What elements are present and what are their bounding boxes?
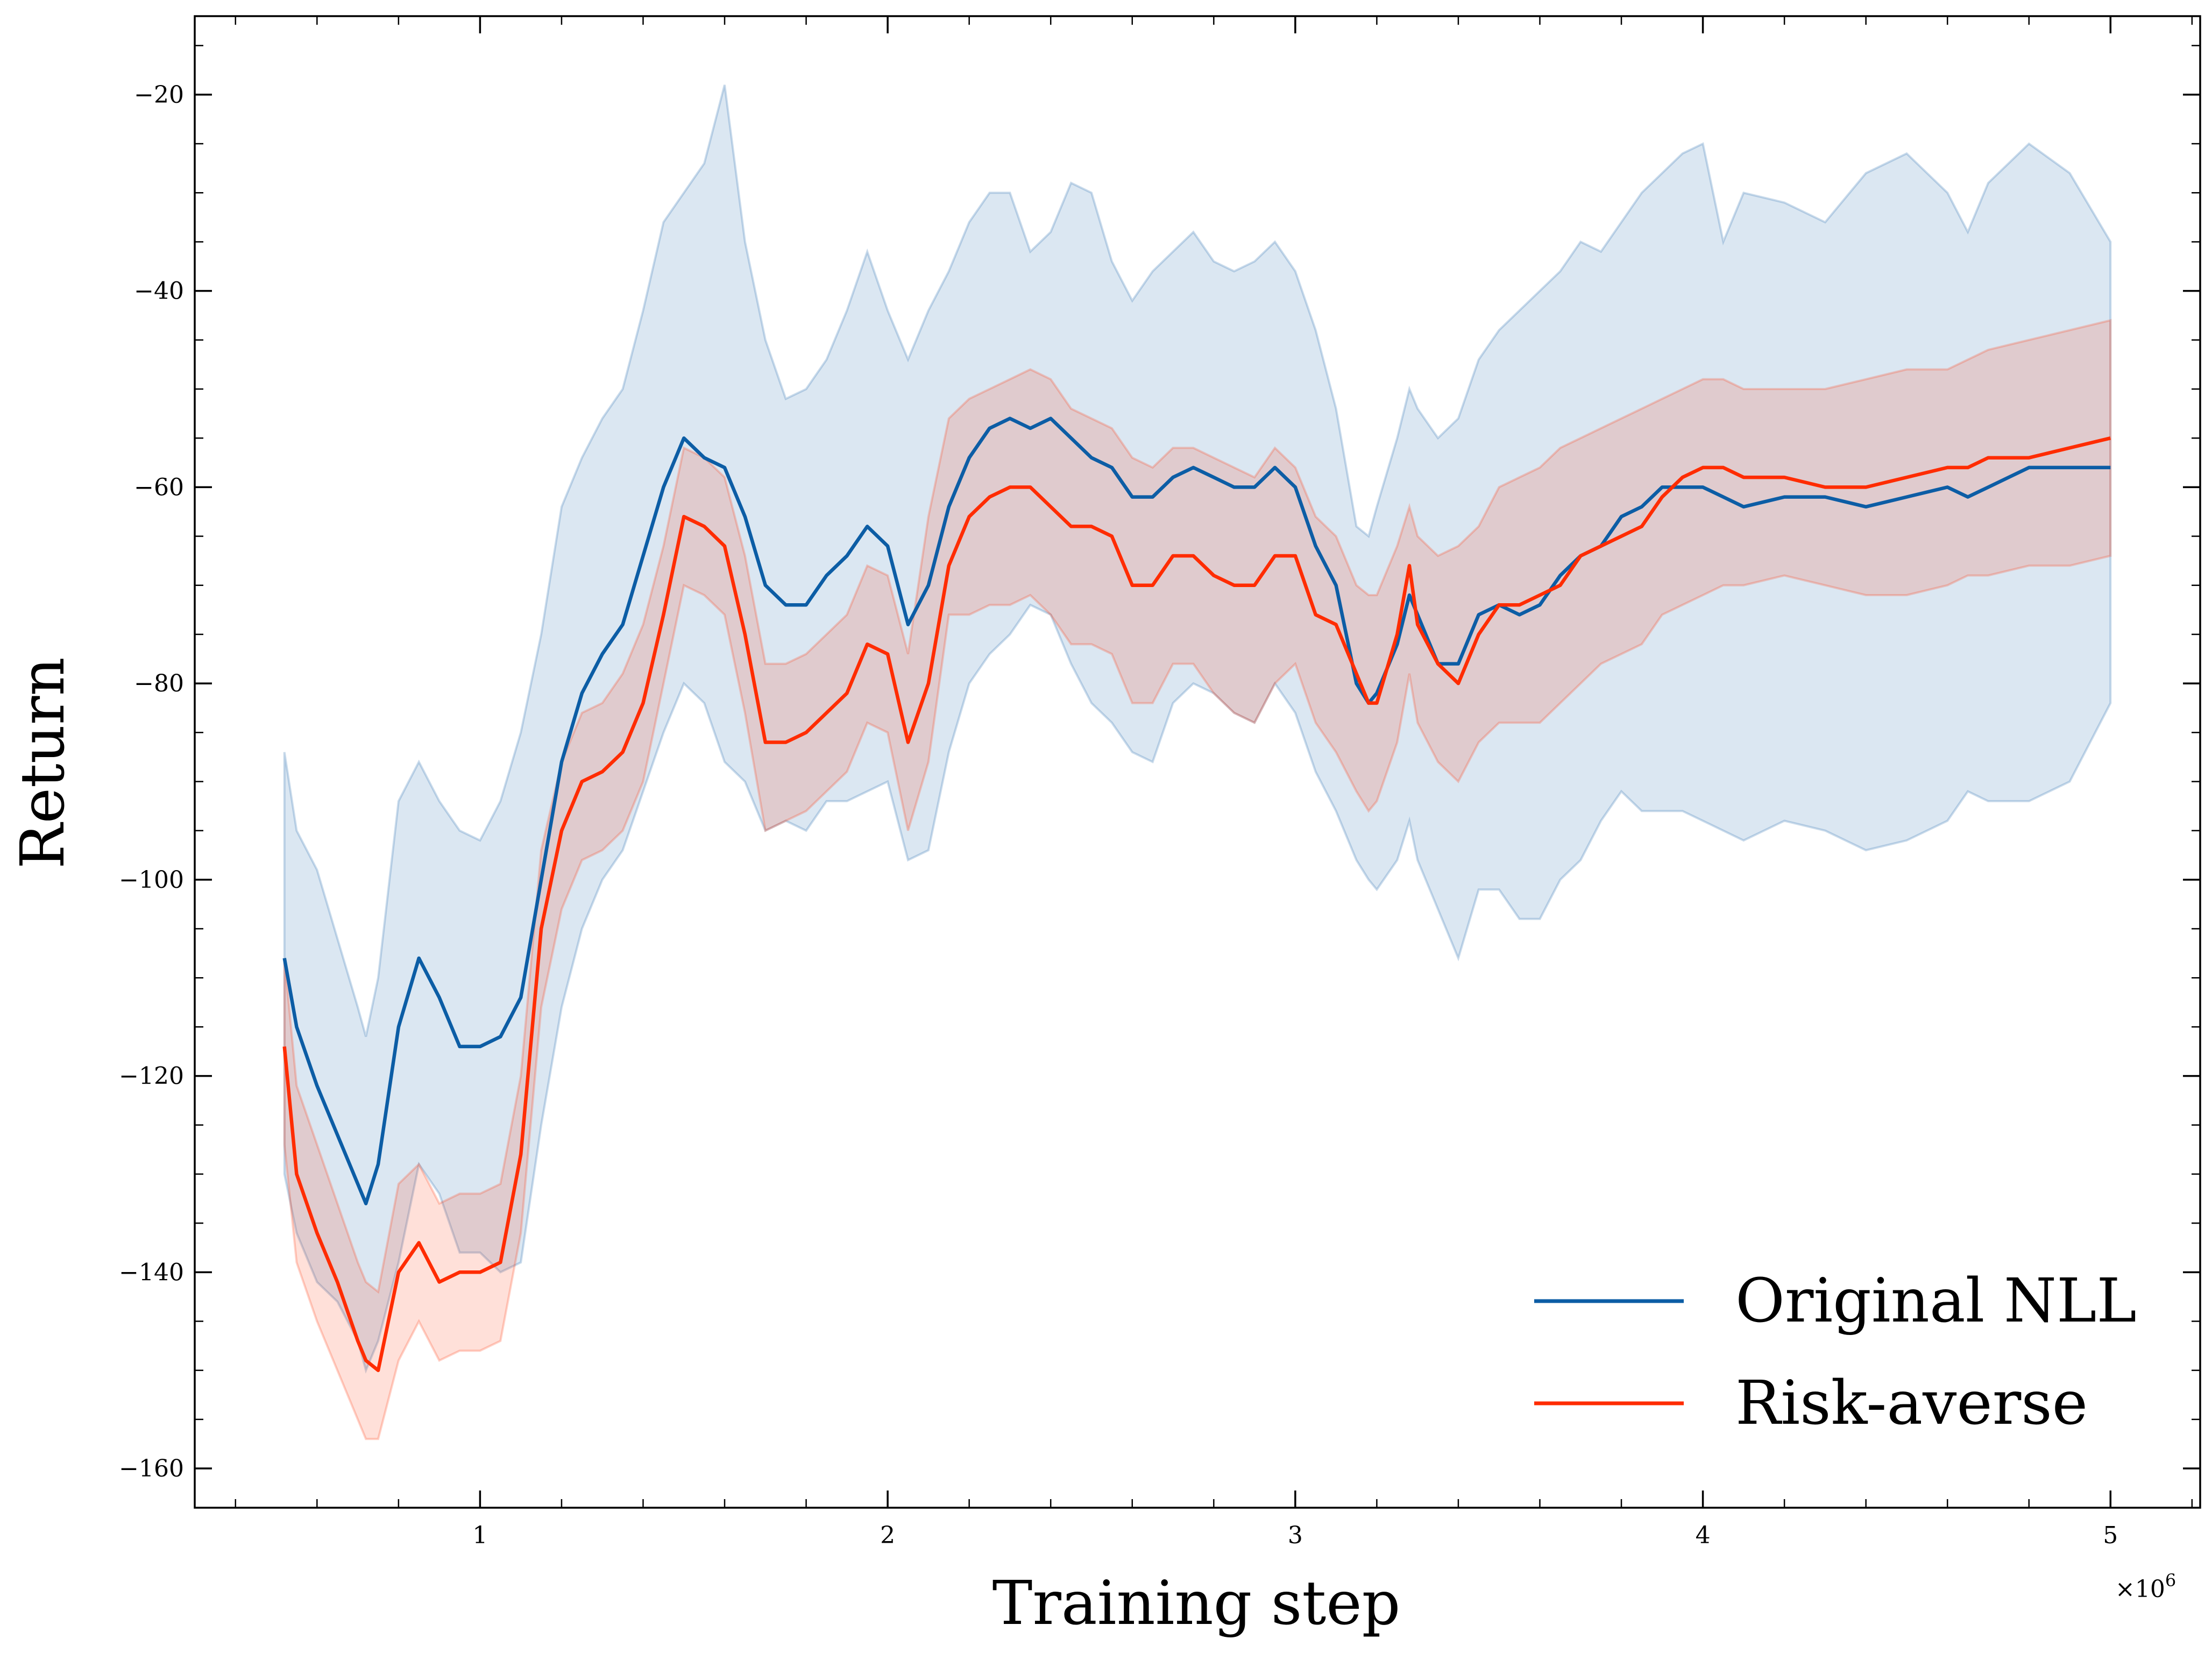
confidence-bands [283, 84, 2112, 1440]
x-exponent-label: ×106 [2115, 1570, 2176, 1603]
line-original-nll [282, 416, 2111, 1205]
x-tick-label: 3 [1288, 1522, 1303, 1549]
y-tick-label: −80 [134, 670, 184, 697]
tick-labels: 1 2 3 4 5 −20 −40 −60 −80 −100 −120 −140 −160 [119, 81, 2118, 1549]
band-risk-averse [283, 319, 2112, 1440]
line-risk-averse [282, 436, 2111, 1372]
plot-frame [194, 15, 2201, 1509]
y-axis-label: Return [8, 657, 78, 868]
series-lines [282, 416, 2111, 1372]
legend-label-risk-averse: Risk-averse [1735, 1368, 2088, 1438]
y-tick-label: −140 [119, 1259, 184, 1286]
x-tick-label: 4 [1696, 1522, 1711, 1549]
x-exponent-power: 6 [2165, 1570, 2176, 1591]
y-tick-label: −120 [119, 1063, 184, 1090]
x-axis-label: Training step [992, 1569, 1401, 1638]
band-original-nll [283, 84, 2112, 1374]
legend: Original NLL Risk-averse [1534, 1266, 2137, 1438]
x-tick-label: 5 [2103, 1522, 2118, 1549]
x-exponent-base: ×10 [2115, 1576, 2165, 1603]
y-tick-label: −100 [119, 866, 184, 894]
y-tick-label: −160 [119, 1455, 184, 1482]
y-tick-label: −60 [134, 474, 184, 501]
y-tick-label: −40 [134, 278, 184, 305]
axes [194, 15, 2201, 1509]
y-tick-label: −20 [134, 81, 184, 109]
x-tick-label: 1 [472, 1522, 487, 1549]
legend-label-original-nll: Original NLL [1735, 1266, 2137, 1336]
x-tick-label: 2 [880, 1522, 895, 1549]
tick-marks [195, 16, 2200, 1508]
